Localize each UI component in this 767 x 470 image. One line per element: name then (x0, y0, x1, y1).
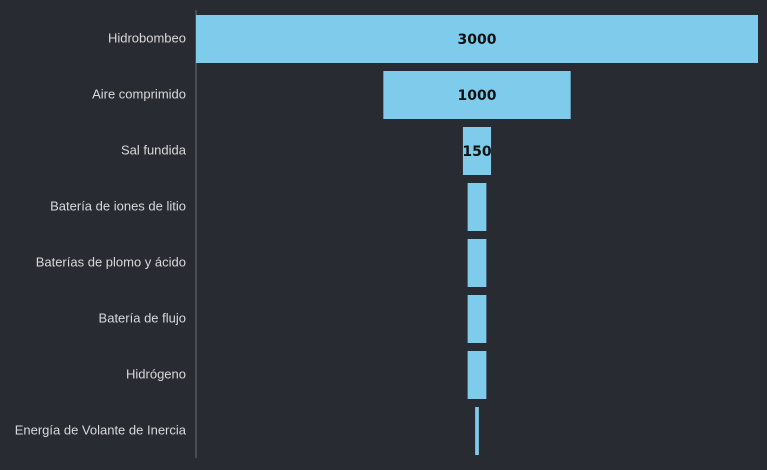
category-label: Energía de Volante de Inercia (15, 422, 187, 437)
funnel-bar (383, 71, 571, 119)
funnel-bar (475, 407, 479, 455)
data-label: 1000 (458, 88, 497, 104)
data-label: 3000 (458, 32, 497, 48)
funnel-bar (467, 295, 487, 343)
funnel-bar (467, 351, 487, 399)
category-label: Sal fundida (121, 142, 187, 157)
data-labels: 3000 1000 150 (458, 32, 497, 160)
bars (196, 15, 758, 455)
funnel-bar (196, 15, 758, 63)
category-label: Batería de iones de litio (50, 198, 186, 213)
funnel-bar (467, 183, 487, 231)
category-labels: Hidrobombeo Aire comprimido Sal fundida Bat… (15, 30, 187, 437)
category-label: Aire comprimido (92, 86, 186, 101)
category-label: Hidrógeno (126, 366, 186, 381)
funnel-bar (467, 239, 487, 287)
category-label: Hidrobombeo (108, 30, 186, 45)
category-label: Baterías de plomo y ácido (36, 254, 186, 269)
funnel-bar (462, 127, 492, 175)
category-label: Batería de flujo (99, 310, 186, 325)
data-label: 150 (462, 144, 491, 160)
